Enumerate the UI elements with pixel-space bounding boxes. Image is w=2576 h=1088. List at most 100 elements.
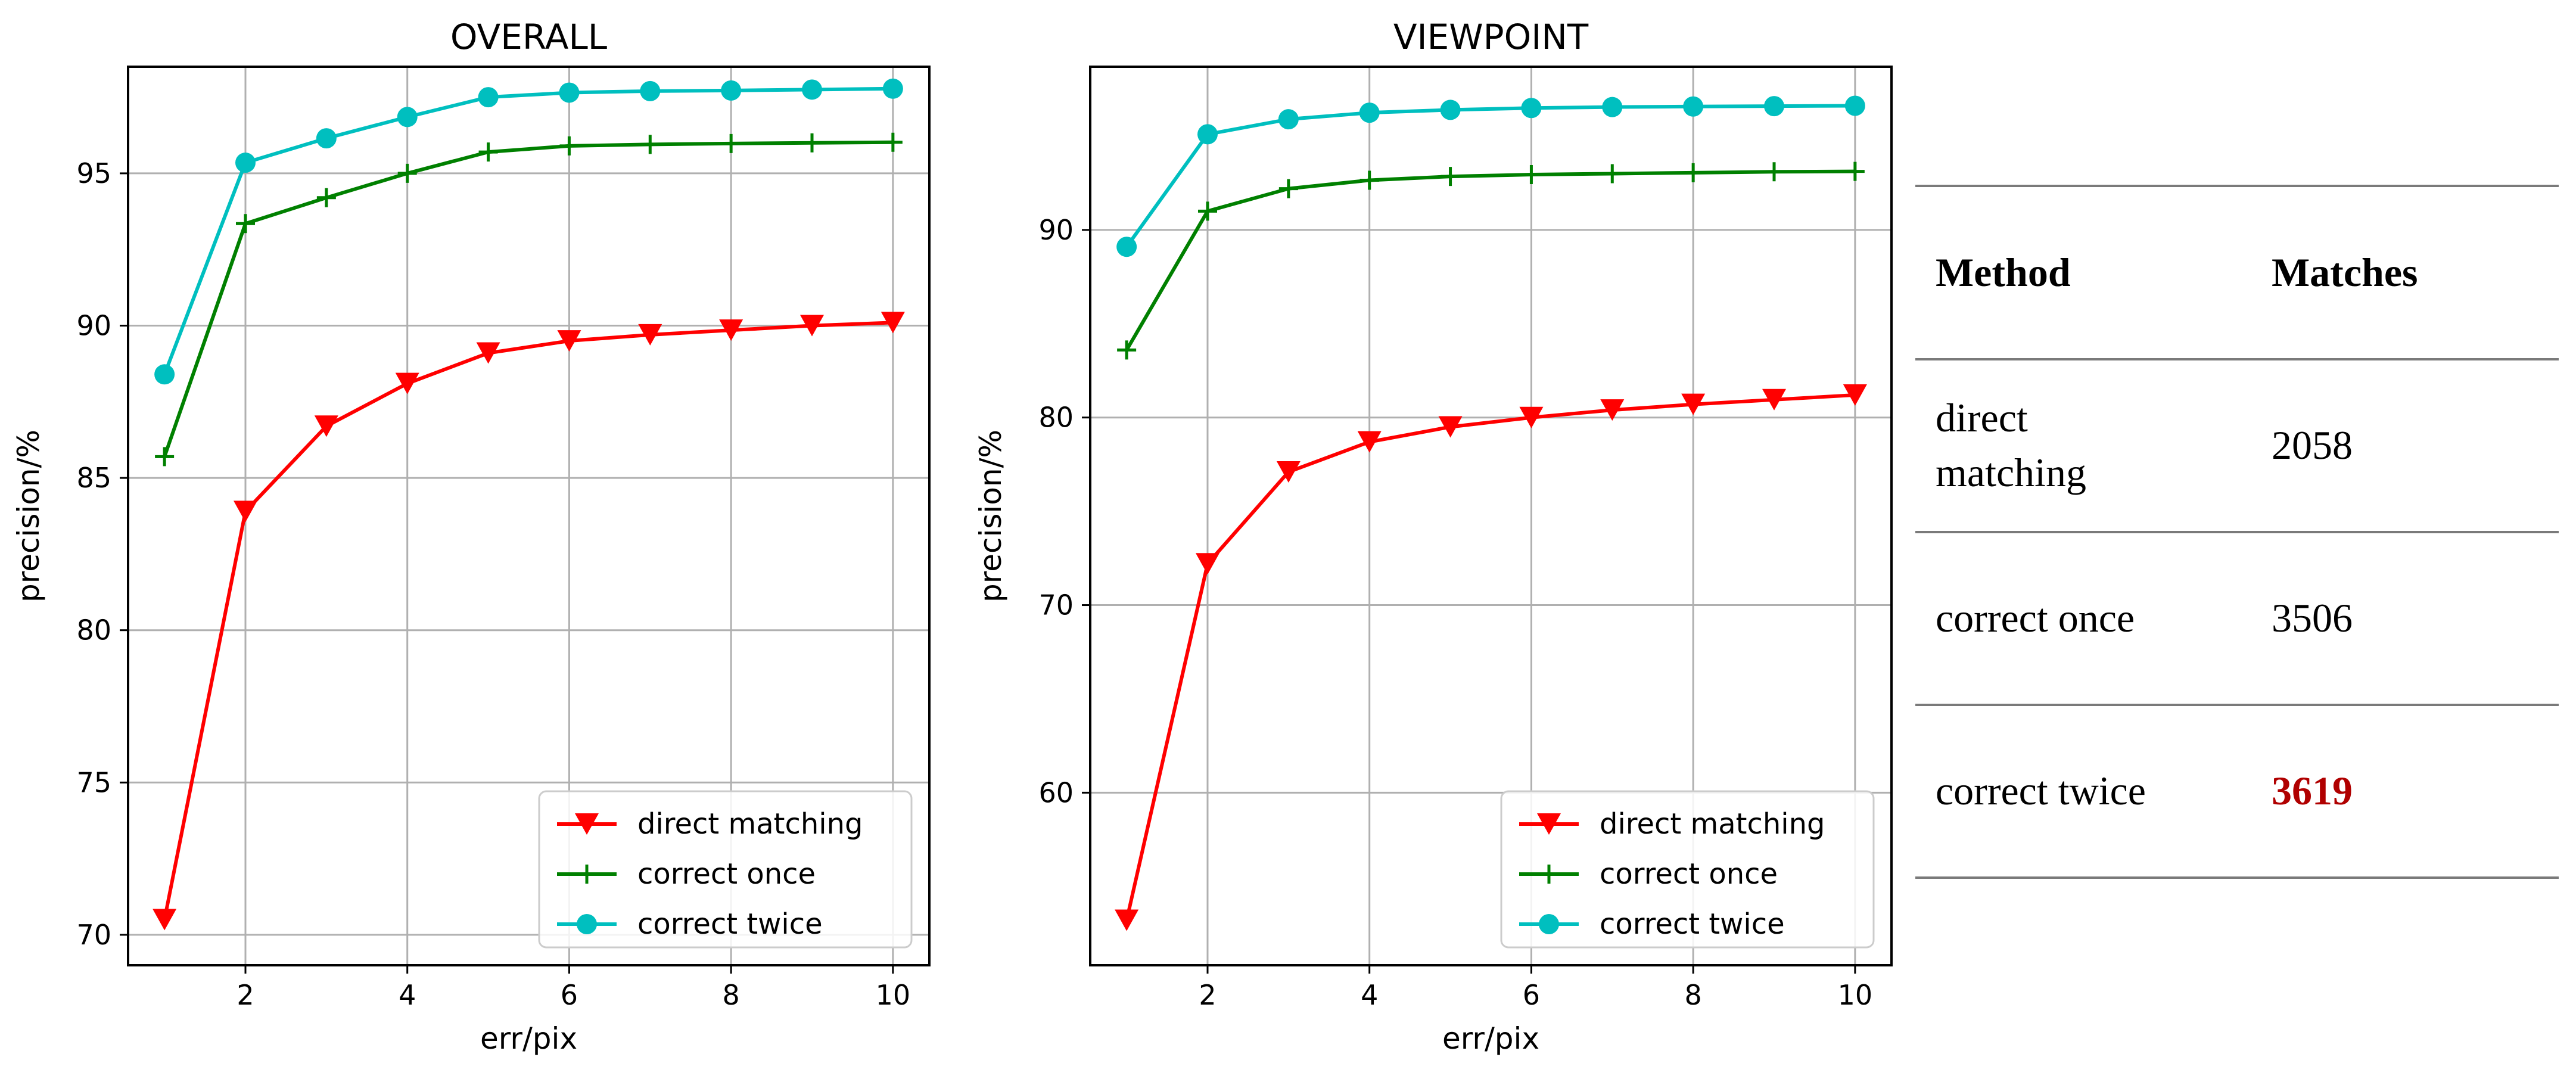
series-direct-matching — [153, 312, 905, 931]
data-point — [1116, 237, 1137, 257]
data-point — [1762, 388, 1787, 411]
method-cell: correct once — [1915, 531, 2251, 705]
y-tick-label: 60 — [1038, 776, 1074, 809]
legend: direct matching correct once correct twice — [538, 790, 913, 949]
data-point — [1844, 95, 1865, 116]
y-tick-label: 90 — [1038, 214, 1074, 246]
data-point — [316, 128, 337, 149]
data-point — [397, 163, 417, 183]
results-table: Method Matches direct matching 2058 corr… — [1915, 185, 2559, 879]
data-point — [1681, 393, 1706, 415]
chart-title: VIEWPOINT — [1393, 17, 1589, 57]
legend-swatch-marker — [1539, 865, 1558, 884]
legend-label: correct twice — [637, 907, 823, 941]
legend-swatch-marker — [575, 813, 599, 835]
legend-label: correct twice — [1600, 907, 1785, 941]
plot-frame — [1089, 66, 1893, 966]
matches-cell-best: 3619 — [2251, 704, 2559, 879]
data-point — [559, 136, 579, 156]
x-tick-label: 4 — [1361, 979, 1378, 1011]
table-header-row: Method Matches — [1915, 185, 2559, 359]
series-direct-matching — [1115, 384, 1867, 931]
table-row: direct matching 2058 — [1915, 358, 2559, 532]
viewpoint-chart: 2 4 6 8 10 60 70 80 90 VIEWPOINT err/pix precision/… — [973, 17, 1893, 1056]
x-tick-label: 8 — [723, 979, 740, 1011]
x-axis-label: err/pix — [480, 1021, 577, 1056]
series-correct-twice — [154, 78, 903, 385]
legend-entry: direct matching — [557, 807, 863, 841]
data-point — [1522, 165, 1541, 185]
legend-label: correct once — [1600, 857, 1778, 891]
data-point — [1197, 201, 1217, 221]
data-point — [235, 153, 256, 173]
data-point — [882, 78, 903, 99]
data-point — [153, 909, 177, 931]
data-point — [1359, 102, 1380, 123]
matches-cell: 2058 — [2251, 358, 2559, 532]
data-point — [802, 79, 823, 100]
y-tick-label: 70 — [76, 919, 111, 951]
header-matches: Matches — [2251, 185, 2559, 359]
series-line — [163, 140, 893, 458]
data-point — [235, 214, 255, 234]
data-point — [478, 142, 498, 162]
data-point — [1845, 161, 1865, 181]
legend-label: direct matching — [637, 807, 863, 841]
y-tick-label: 75 — [76, 766, 111, 798]
legend-box — [538, 790, 913, 949]
data-point — [559, 82, 580, 103]
y-tick-label: 95 — [76, 157, 111, 189]
legend: direct matching correct once correct twice — [1500, 790, 1875, 949]
data-point — [1357, 431, 1382, 453]
method-cell: direct matching — [1915, 358, 2251, 532]
data-point — [883, 132, 903, 152]
legend-entry: correct twice — [557, 907, 823, 941]
data-point — [1438, 416, 1463, 438]
legend-entry: direct matching — [1519, 807, 1825, 841]
legend-entry: correct once — [557, 857, 816, 891]
data-point — [1603, 164, 1622, 184]
data-point — [640, 80, 661, 101]
y-tick-label: 90 — [76, 310, 111, 342]
data-point — [1600, 399, 1625, 421]
data-point — [800, 315, 825, 337]
matches-cell: 3506 — [2251, 531, 2559, 705]
data-point — [1117, 340, 1137, 360]
series-correct-once — [1117, 161, 1865, 360]
data-point — [1684, 163, 1703, 182]
x-tick-label: 2 — [1199, 979, 1216, 1011]
legend-box — [1500, 790, 1875, 949]
data-point — [1519, 406, 1544, 428]
x-tick-label: 8 — [1685, 979, 1702, 1011]
y-tick-label: 70 — [1038, 589, 1074, 621]
y-tick-label: 80 — [76, 614, 111, 646]
x-tick-label: 6 — [1523, 979, 1540, 1011]
data-point — [155, 447, 175, 467]
data-point — [640, 135, 660, 154]
series-line — [163, 86, 893, 375]
data-point — [721, 80, 742, 101]
legend-label: correct once — [637, 857, 816, 891]
legend-label: direct matching — [1600, 807, 1825, 841]
series-line — [163, 321, 893, 920]
x-axis-label: err/pix — [1442, 1021, 1539, 1056]
data-point — [1359, 170, 1379, 190]
chart-title: OVERALL — [450, 17, 607, 57]
y-tick-label: 85 — [76, 462, 111, 494]
overall-chart: 2 4 6 8 10 70 75 80 85 90 95 OVERALL err/pix precisio… — [11, 17, 931, 1056]
method-cell: correct twice — [1915, 704, 2251, 879]
series-line — [1125, 393, 1856, 921]
data-point — [478, 87, 499, 108]
series-correct-twice — [1116, 95, 1865, 257]
data-point — [1683, 96, 1704, 117]
data-point — [802, 133, 822, 153]
plot-frame — [127, 66, 931, 966]
data-point — [1195, 553, 1219, 575]
data-point — [1765, 162, 1784, 182]
data-point — [721, 133, 741, 153]
data-point — [1276, 461, 1301, 483]
data-point — [1115, 909, 1139, 931]
data-point — [154, 364, 175, 385]
header-method: Method — [1915, 185, 2251, 359]
